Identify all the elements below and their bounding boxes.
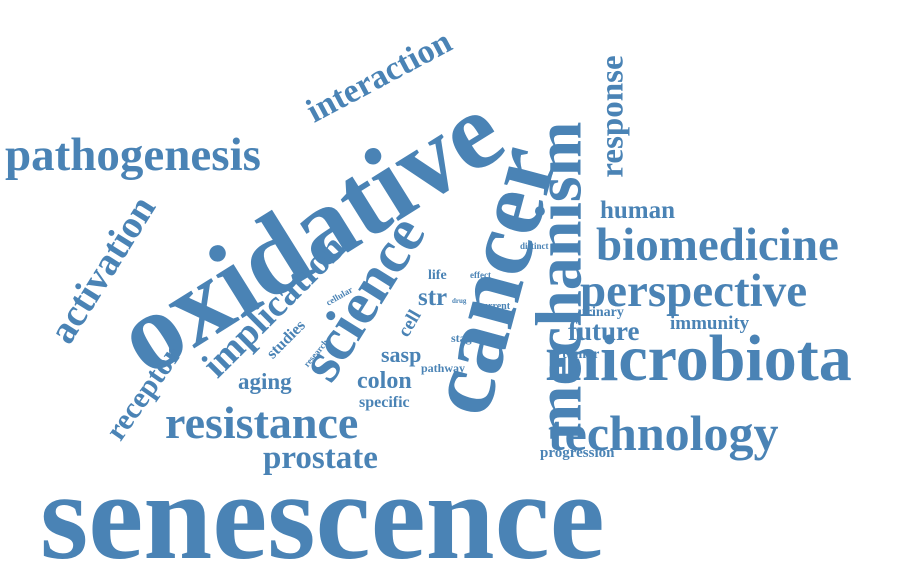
word-tumor: tumor (562, 347, 600, 362)
word-urinary: urinary (578, 305, 624, 320)
word-technology: technology (548, 405, 779, 461)
word-current: current (478, 301, 511, 312)
word-human: human (600, 197, 676, 224)
word-sasp: sasp (381, 342, 422, 367)
word-pathway: pathway (421, 361, 466, 375)
word-microbiota: microbiota (545, 322, 852, 395)
word-perspective: perspective (580, 265, 808, 317)
word-senescence: senescence (40, 448, 605, 569)
word-str: str (418, 284, 448, 311)
word-mechanism: mechanism (522, 121, 596, 441)
word-distinct: distinct (520, 241, 549, 251)
word-specific: specific (359, 394, 410, 411)
word-biomedicine: biomedicine (596, 219, 839, 271)
word-progression: progression (540, 445, 615, 461)
word-stage: stage (451, 331, 477, 345)
word-pathogenesis: pathogenesis (5, 129, 261, 181)
word-response: response (594, 55, 631, 178)
word-effect: effect (470, 270, 491, 280)
word-colon: colon (357, 368, 412, 394)
word-immunity: immunity (670, 313, 750, 334)
word-resistance: resistance (165, 397, 359, 448)
word-aging: aging (238, 369, 292, 394)
word-future: future (568, 316, 640, 346)
word-prostate: prostate (263, 440, 378, 476)
word-life: life (428, 268, 447, 283)
word-drug: drug (452, 297, 467, 305)
